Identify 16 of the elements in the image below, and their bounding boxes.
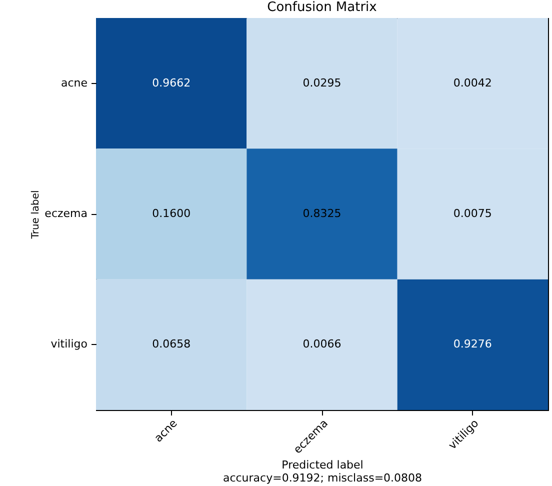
chart-title: Confusion Matrix bbox=[267, 0, 378, 15]
data-label: 0.9276 bbox=[453, 338, 492, 351]
data-label: 0.9662 bbox=[152, 76, 191, 90]
y-tick-label: acne bbox=[60, 76, 88, 90]
data-label: 0.0075 bbox=[453, 207, 492, 220]
y-axis-title: True label bbox=[30, 190, 42, 240]
data-label: 0.0658 bbox=[152, 338, 191, 351]
data-label: 0.0066 bbox=[302, 338, 342, 351]
y-tick-label: vitiligo bbox=[50, 338, 88, 351]
data-label: 0.1600 bbox=[152, 207, 191, 220]
data-label: 0.8325 bbox=[302, 207, 342, 220]
data-label: 0.0295 bbox=[302, 76, 342, 90]
y-tick-label: eczema bbox=[44, 207, 88, 220]
text: accuracy=0.9192; misclass=0.0808 bbox=[222, 472, 422, 485]
data-label: 0.0042 bbox=[453, 76, 492, 90]
x-axis-title: Predicted label bbox=[282, 458, 364, 472]
